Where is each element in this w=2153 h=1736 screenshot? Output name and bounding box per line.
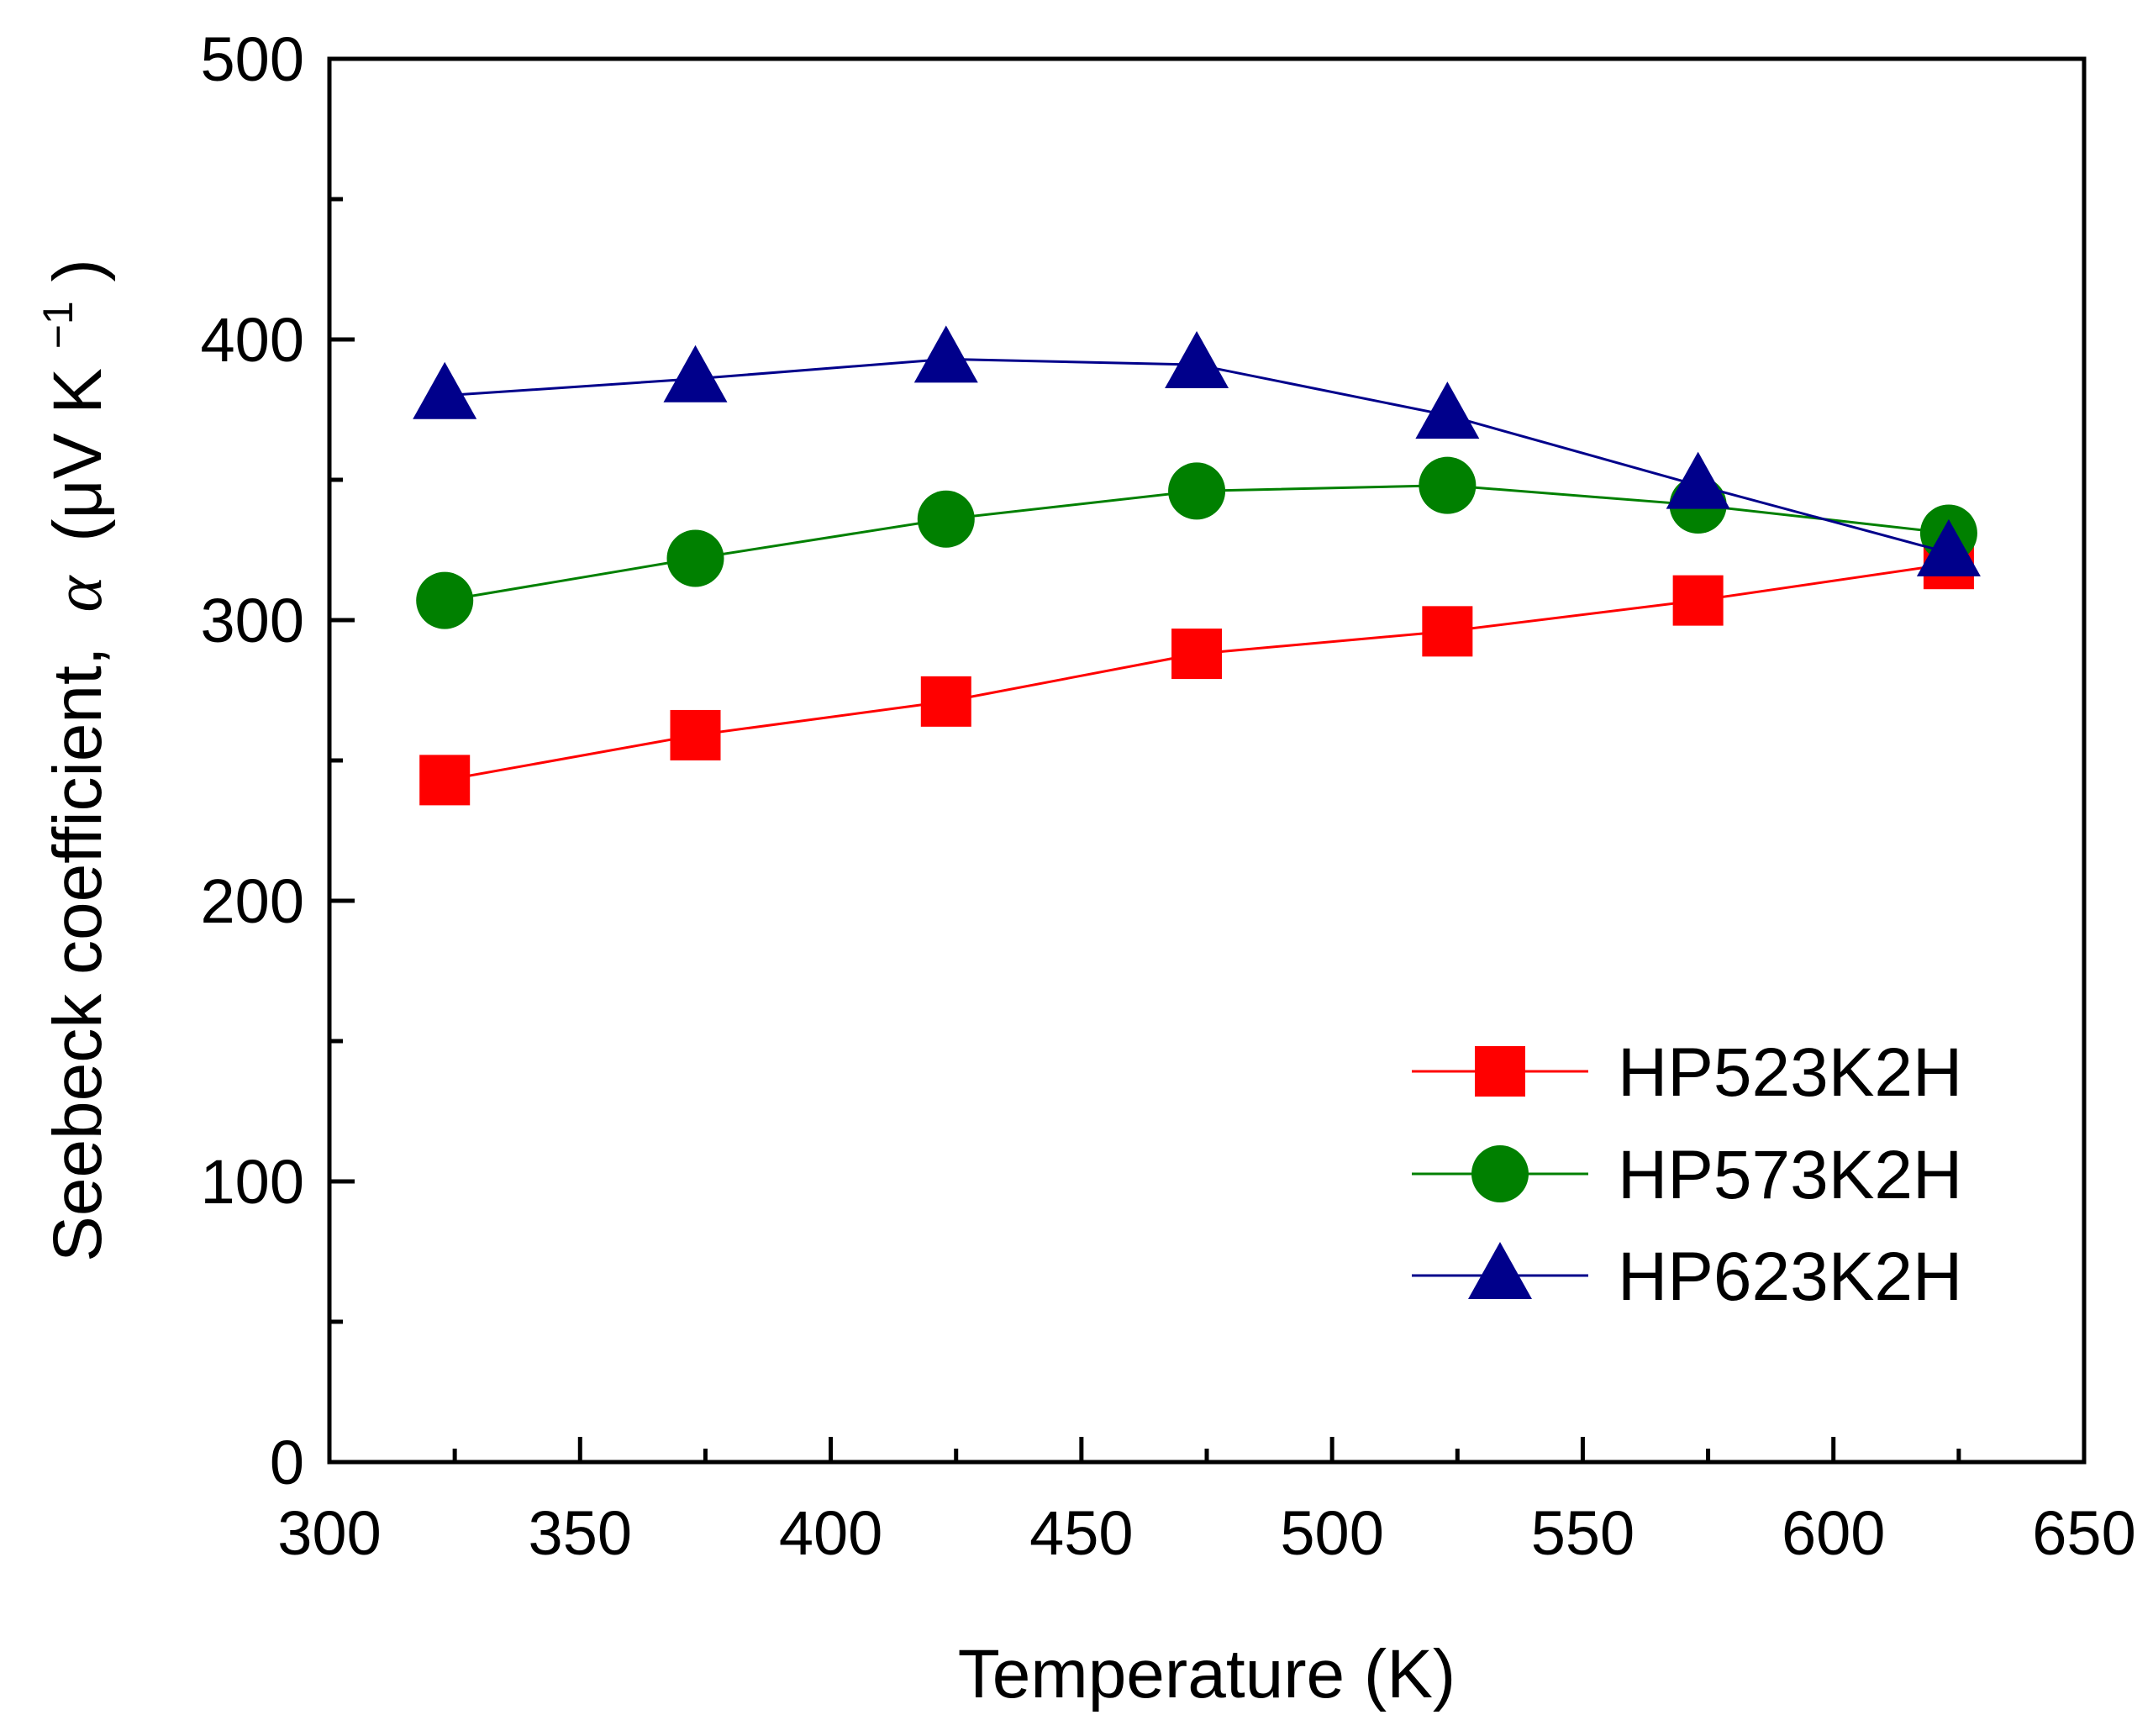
legend-marker	[1471, 1145, 1529, 1202]
legend-label: HP573K2H	[1618, 1137, 1962, 1213]
x-tick-label: 600	[1782, 1498, 1885, 1568]
x-tick-label: 300	[277, 1498, 381, 1568]
y-tick-label: 200	[201, 866, 304, 936]
data-point-HP623K2H-623	[1916, 518, 1981, 576]
data-point-HP573K2H-423	[917, 490, 975, 548]
series-HP573K2H	[416, 456, 1977, 629]
x-tick-label: 500	[1280, 1498, 1383, 1568]
y-tick-label: 100	[201, 1147, 304, 1217]
axis-ticks: 300 350 400 450 500 550 600 650 0 100 200 300 400 500	[201, 24, 2136, 1568]
legend: HP523K2H HP573K2H HP623K2H	[1412, 1034, 1962, 1315]
series-layer	[413, 325, 1981, 806]
data-point-HP623K2H-423	[913, 325, 978, 383]
series-HP623K2H	[413, 325, 1981, 576]
data-point-HP523K2H-473	[1171, 629, 1223, 680]
legend-item-HP523K2H: HP523K2H	[1412, 1034, 1962, 1111]
y-axis-title: Seebeck coefficient, α (μV K −1 )	[11, 259, 116, 1262]
x-tick-label: 450	[1029, 1498, 1133, 1568]
data-point-HP573K2H-323	[416, 571, 474, 629]
data-point-HP523K2H-373	[670, 709, 721, 760]
data-point-HP623K2H-573	[1666, 451, 1730, 509]
x-tick-label: 650	[2032, 1498, 2135, 1568]
y-axis-title-unit: (μV K	[39, 368, 116, 542]
data-point-HP523K2H-523	[1422, 606, 1473, 657]
y-axis-title-unit-sup: −1	[34, 301, 82, 349]
x-tick-label: 400	[779, 1498, 882, 1568]
data-point-HP623K2H-473	[1165, 331, 1229, 389]
data-point-HP623K2H-323	[413, 361, 477, 419]
legend-marker	[1475, 1046, 1525, 1097]
x-axis-title: Temperature (K)	[958, 1636, 1456, 1712]
x-tick-label: 350	[529, 1498, 632, 1568]
y-tick-label: 0	[270, 1428, 304, 1497]
legend-item-HP623K2H: HP623K2H	[1412, 1239, 1962, 1315]
y-tick-label: 300	[201, 586, 304, 655]
y-tick-label: 400	[201, 305, 304, 375]
y-axis-title-prefix: Seebeck coefficient,	[39, 646, 116, 1261]
y-axis-title-unit-close: )	[39, 259, 116, 281]
legend-label: HP623K2H	[1618, 1239, 1962, 1315]
data-point-HP623K2H-523	[1415, 381, 1480, 439]
series-HP523K2H	[419, 539, 1974, 806]
legend-label: HP523K2H	[1618, 1034, 1962, 1111]
y-tick-label: 500	[201, 24, 304, 94]
data-point-HP623K2H-373	[663, 345, 728, 402]
x-tick-label: 550	[1531, 1498, 1634, 1568]
data-point-HP573K2H-473	[1168, 462, 1226, 520]
data-point-HP523K2H-573	[1672, 575, 1724, 626]
legend-marker	[1468, 1242, 1532, 1299]
data-point-HP523K2H-423	[920, 676, 971, 727]
data-point-HP573K2H-373	[666, 529, 724, 587]
data-point-HP523K2H-323	[419, 755, 471, 806]
legend-item-HP573K2H: HP573K2H	[1412, 1137, 1962, 1213]
data-point-HP573K2H-523	[1419, 456, 1477, 514]
y-axis-title-symbol: α	[39, 575, 116, 613]
